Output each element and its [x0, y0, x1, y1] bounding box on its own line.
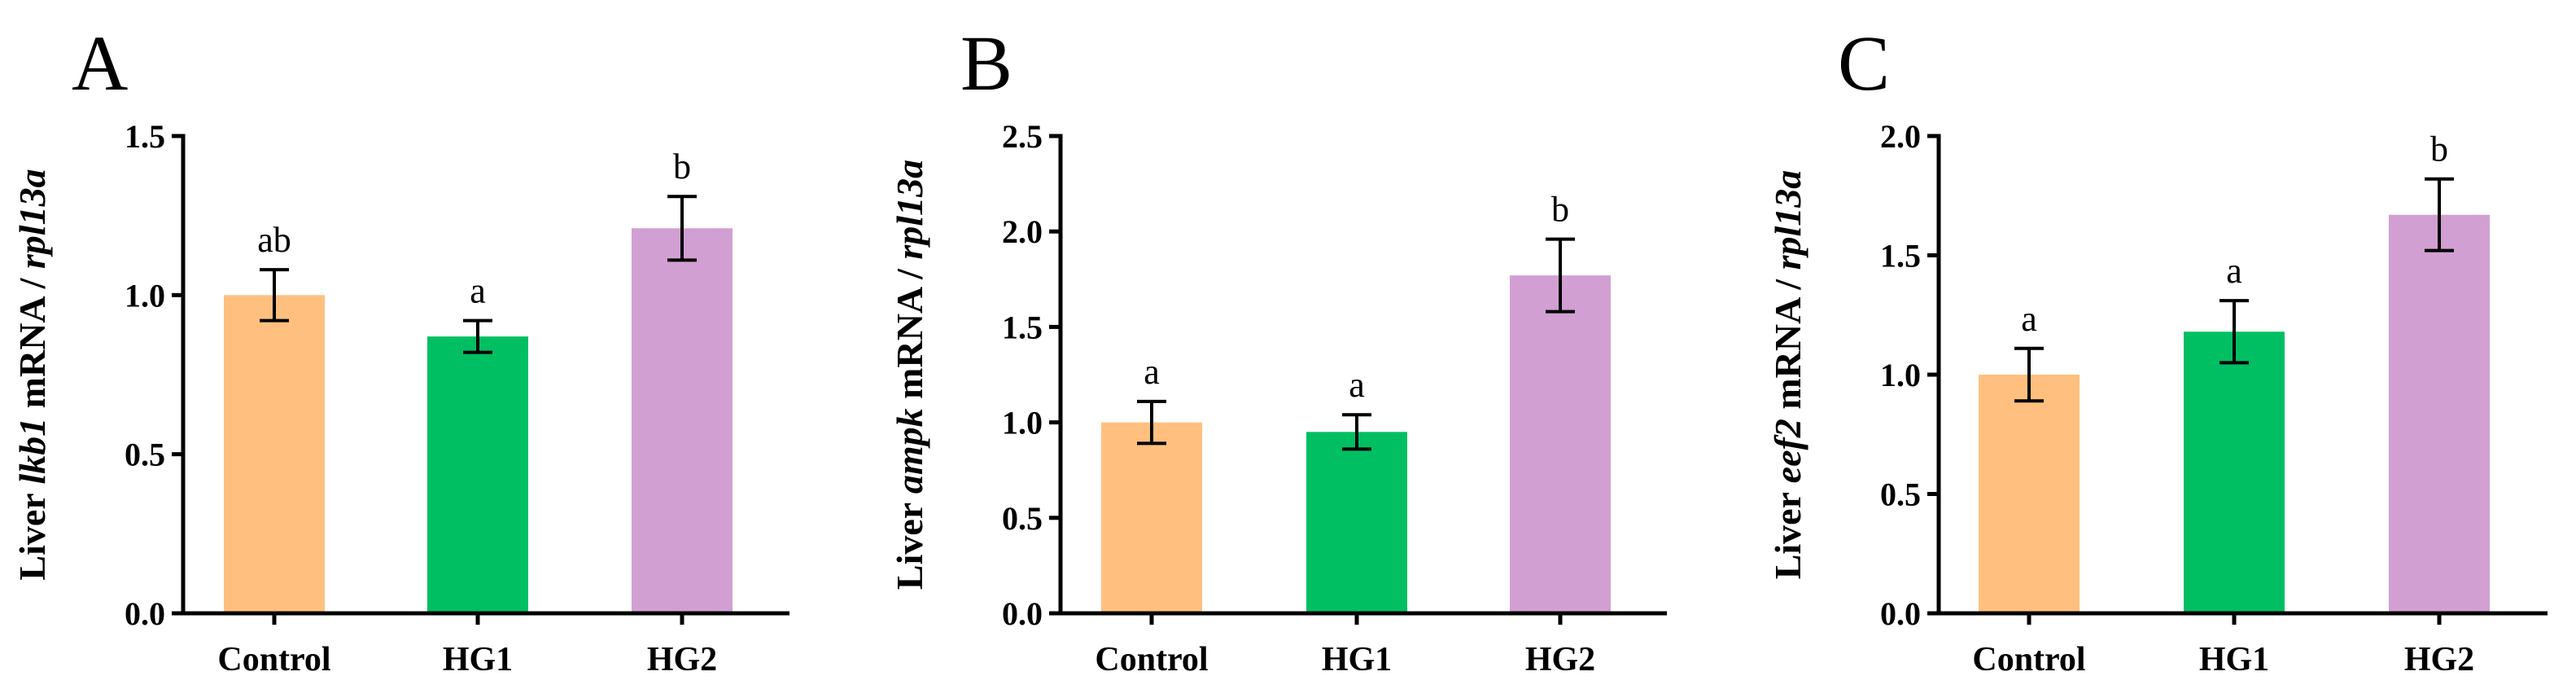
error-bar: [667, 195, 697, 262]
bar-hg2: [2389, 214, 2490, 613]
bar-hg1: [2184, 331, 2285, 613]
bar-control: [1101, 422, 1202, 613]
x-tick-label: HG1: [1322, 641, 1392, 678]
y-axis-label: Liver eef2 mRNA / rpl13a: [1767, 170, 1808, 580]
panel-letter: B: [960, 20, 1012, 107]
significance-label: a: [470, 271, 486, 311]
panel-letter: A: [72, 20, 128, 107]
significance-label: ab: [257, 220, 291, 260]
y-tick-label: 1.5: [1002, 309, 1043, 345]
bar-hg1: [1306, 432, 1407, 613]
significance-label: a: [2226, 251, 2242, 291]
panel-b: B Liver ampk mRNA / rpl13a a a b 0.0 0.5 1.0 1.5…: [889, 20, 1667, 678]
error-bar: [2014, 346, 2044, 403]
x-tick-label: HG1: [443, 641, 513, 678]
significance-label: b: [2430, 130, 2448, 169]
y-tick-label: 1.0: [1002, 405, 1043, 441]
x-tick-label: HG1: [2199, 641, 2269, 678]
bar-control: [1979, 375, 2080, 613]
significance-label: b: [1551, 190, 1569, 230]
x-tick-label: HG2: [647, 641, 717, 678]
y-tick-label: 0.0: [1002, 595, 1043, 632]
x-tick-label: HG2: [2404, 641, 2474, 678]
y-tick-label: 2.0: [1880, 118, 1921, 155]
y-tick-label: 0.5: [1880, 476, 1921, 513]
error-bar: [260, 268, 289, 323]
bar-hg1: [427, 336, 528, 613]
y-tick-label: 2.0: [1002, 213, 1043, 250]
y-tick-label: 0.5: [1002, 500, 1043, 537]
error-bar: [463, 318, 492, 354]
error-bar: [1342, 413, 1371, 451]
y-axis-label: Liver ampk mRNA / rpl13a: [889, 160, 930, 590]
y-tick-label: 0.0: [125, 595, 165, 632]
panel-c: C Liver eef2 mRNA / rpl13a a a b 0.0 0.5 1.0 1.5…: [1767, 20, 2548, 678]
x-tick-label: Control: [217, 641, 330, 678]
y-tick-label: 1.0: [125, 277, 165, 314]
significance-label: b: [673, 147, 691, 187]
significance-label: a: [1144, 352, 1160, 392]
panel-letter: C: [1838, 20, 1890, 107]
x-tick-label: Control: [1972, 641, 2085, 678]
significance-label: a: [1349, 365, 1365, 405]
error-bar: [2425, 177, 2454, 252]
error-bar: [1546, 237, 1575, 314]
bar-hg2: [632, 228, 733, 613]
bar-control: [224, 295, 325, 613]
error-bar: [1137, 399, 1166, 446]
y-tick-label: 0.5: [125, 437, 165, 473]
y-tick-label: 0.0: [1880, 595, 1921, 632]
bar-hg2: [1510, 275, 1611, 613]
significance-label: a: [2021, 299, 2037, 339]
y-tick-label: 1.5: [1880, 238, 1921, 274]
y-tick-label: 1.0: [1880, 357, 1921, 393]
error-bar: [2220, 299, 2249, 365]
y-axis-label: Liver lkb1 mRNA / rpl13a: [11, 169, 53, 580]
x-tick-label: Control: [1095, 641, 1208, 678]
y-tick-label: 1.5: [125, 118, 165, 155]
x-tick-label: HG2: [1525, 641, 1595, 678]
y-tick-label: 2.5: [1002, 118, 1043, 155]
